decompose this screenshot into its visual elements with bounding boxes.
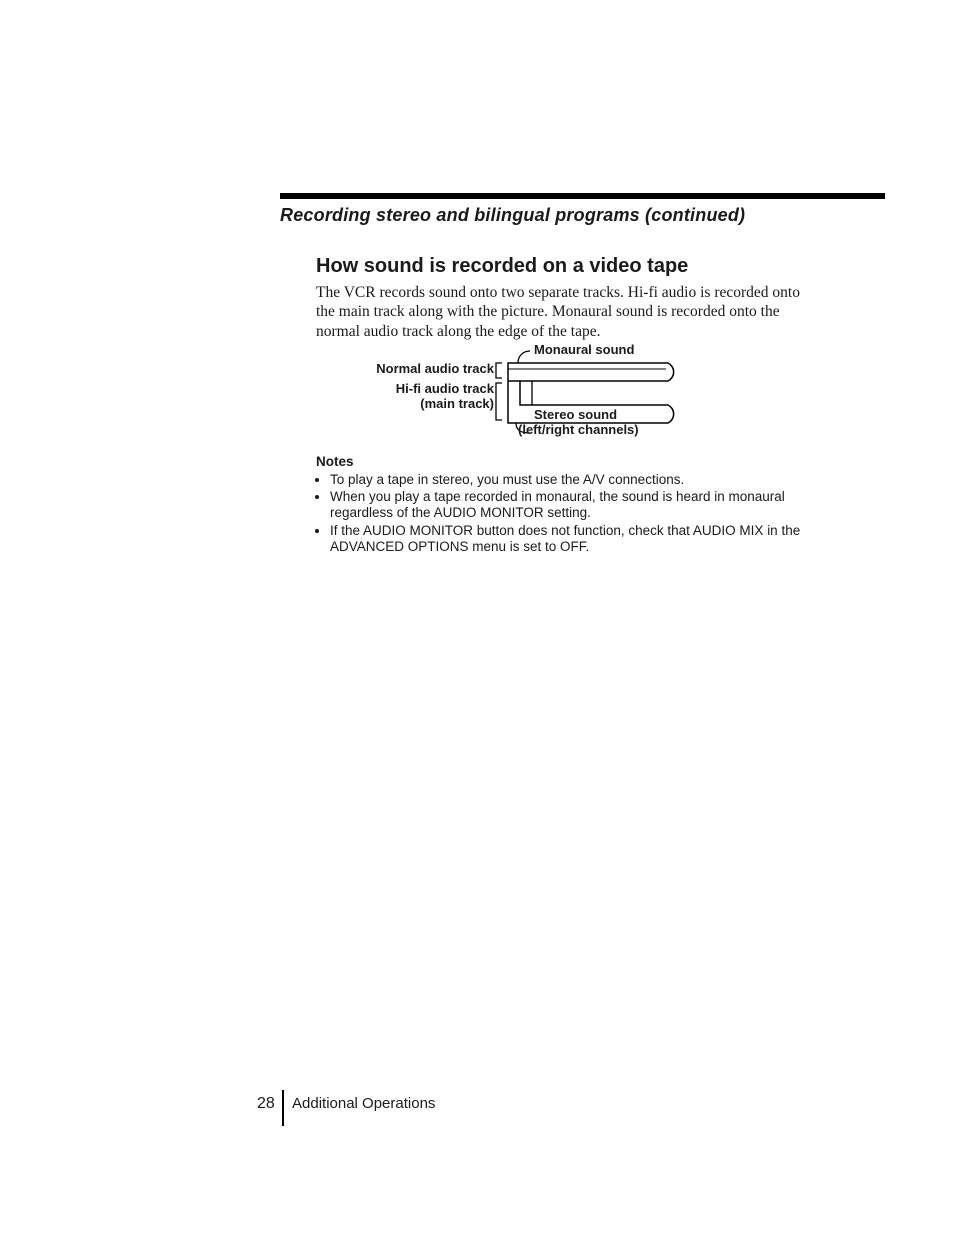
notes-list: To play a tape in stereo, you must use t… (316, 472, 816, 556)
footer-separator (282, 1090, 284, 1126)
page-number: 28 (257, 1095, 275, 1113)
footer-section-name: Additional Operations (292, 1095, 435, 1112)
main-body-text: The VCR records sound onto two separate … (316, 283, 816, 341)
tape-diagram: Monaural sound Normal audio track Hi-fi … (316, 345, 746, 435)
label-normal-track: Normal audio track (316, 361, 494, 376)
label-channels: (left/right channels) (518, 422, 639, 437)
main-heading: How sound is recorded on a video tape (316, 255, 688, 278)
note-item: If the AUDIO MONITOR button does not fun… (330, 523, 816, 555)
label-main-track: (main track) (316, 396, 494, 411)
note-item: When you play a tape recorded in monaura… (330, 489, 816, 521)
note-item: To play a tape in stereo, you must use t… (330, 472, 816, 488)
page: Recording stereo and bilingual programs … (0, 0, 954, 1233)
section-title: Recording stereo and bilingual programs … (280, 205, 745, 226)
label-stereo: Stereo sound (534, 407, 617, 422)
header-rule (280, 193, 885, 199)
label-hifi-track: Hi-fi audio track (316, 381, 494, 396)
notes-heading: Notes (316, 454, 354, 469)
